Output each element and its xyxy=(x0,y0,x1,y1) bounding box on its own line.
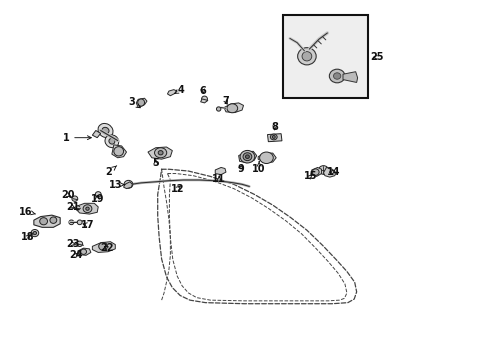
Text: 9: 9 xyxy=(237,163,244,174)
Polygon shape xyxy=(215,167,225,175)
Polygon shape xyxy=(136,98,147,108)
Polygon shape xyxy=(76,203,98,214)
Polygon shape xyxy=(342,72,357,82)
Ellipse shape xyxy=(33,231,37,235)
Ellipse shape xyxy=(102,127,109,134)
Text: 4: 4 xyxy=(174,85,184,95)
Ellipse shape xyxy=(77,241,82,247)
Ellipse shape xyxy=(302,51,311,61)
Ellipse shape xyxy=(216,107,221,111)
Ellipse shape xyxy=(75,206,80,210)
Ellipse shape xyxy=(77,220,82,225)
Polygon shape xyxy=(148,147,172,159)
Text: 16: 16 xyxy=(19,207,36,217)
Polygon shape xyxy=(323,167,335,177)
Ellipse shape xyxy=(105,135,119,148)
Text: 25: 25 xyxy=(369,52,383,62)
Ellipse shape xyxy=(109,139,115,144)
Text: 14: 14 xyxy=(326,167,339,177)
Polygon shape xyxy=(200,99,207,103)
Ellipse shape xyxy=(312,169,319,175)
Polygon shape xyxy=(92,242,115,252)
Text: 12: 12 xyxy=(170,184,183,194)
Ellipse shape xyxy=(259,152,273,163)
Ellipse shape xyxy=(201,96,207,102)
Text: 6: 6 xyxy=(199,86,206,96)
Bar xyxy=(267,134,282,142)
Ellipse shape xyxy=(158,150,163,155)
Polygon shape xyxy=(112,145,126,158)
Text: 21: 21 xyxy=(66,202,80,212)
Ellipse shape xyxy=(83,205,92,213)
Ellipse shape xyxy=(98,123,113,138)
Ellipse shape xyxy=(226,104,237,113)
Polygon shape xyxy=(224,103,243,113)
Text: 20: 20 xyxy=(61,190,75,200)
Polygon shape xyxy=(123,182,132,189)
Ellipse shape xyxy=(243,153,251,161)
Ellipse shape xyxy=(272,135,275,138)
Ellipse shape xyxy=(81,249,86,255)
Polygon shape xyxy=(238,151,256,163)
Text: 7: 7 xyxy=(222,96,229,106)
Polygon shape xyxy=(167,90,177,96)
Ellipse shape xyxy=(72,196,78,201)
Text: 22: 22 xyxy=(100,243,114,253)
Ellipse shape xyxy=(40,218,47,225)
Text: 11: 11 xyxy=(212,174,225,184)
Polygon shape xyxy=(258,153,276,163)
Ellipse shape xyxy=(329,69,344,83)
Ellipse shape xyxy=(50,217,57,224)
Text: 8: 8 xyxy=(271,122,278,132)
Ellipse shape xyxy=(154,148,166,158)
Polygon shape xyxy=(310,167,321,176)
Ellipse shape xyxy=(31,229,39,237)
Text: 18: 18 xyxy=(20,232,34,242)
Ellipse shape xyxy=(95,192,101,197)
FancyBboxPatch shape xyxy=(282,15,367,98)
Text: 5: 5 xyxy=(152,158,159,168)
Text: 3: 3 xyxy=(128,97,140,108)
Ellipse shape xyxy=(270,134,277,140)
Ellipse shape xyxy=(124,180,133,188)
Text: 15: 15 xyxy=(303,171,316,181)
Text: 2: 2 xyxy=(105,166,117,177)
Text: 17: 17 xyxy=(81,220,94,230)
Text: 1: 1 xyxy=(63,133,91,143)
Ellipse shape xyxy=(240,150,254,163)
Polygon shape xyxy=(92,131,101,138)
Text: 10: 10 xyxy=(252,162,265,174)
Ellipse shape xyxy=(318,166,328,174)
Text: 23: 23 xyxy=(66,239,80,249)
Ellipse shape xyxy=(138,99,144,106)
Ellipse shape xyxy=(69,220,74,225)
Ellipse shape xyxy=(245,155,249,158)
Ellipse shape xyxy=(333,73,340,79)
Polygon shape xyxy=(34,215,60,227)
Ellipse shape xyxy=(99,242,107,250)
Ellipse shape xyxy=(297,48,316,65)
Text: 19: 19 xyxy=(90,194,104,204)
Polygon shape xyxy=(78,248,91,255)
Ellipse shape xyxy=(114,147,123,156)
Ellipse shape xyxy=(85,207,89,210)
Text: 24: 24 xyxy=(69,249,83,260)
Text: 13: 13 xyxy=(108,180,124,190)
